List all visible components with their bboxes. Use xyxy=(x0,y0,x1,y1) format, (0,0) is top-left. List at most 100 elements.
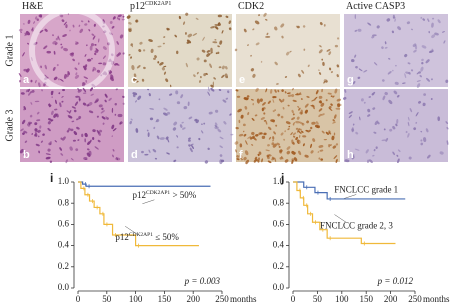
cell xyxy=(423,93,427,96)
text-part: p12 xyxy=(115,232,129,242)
cell xyxy=(166,111,171,115)
cell xyxy=(88,110,94,114)
cell xyxy=(127,27,132,31)
cell xyxy=(431,48,434,51)
cell xyxy=(60,137,63,140)
cell xyxy=(224,73,228,79)
cell xyxy=(88,29,91,32)
cell xyxy=(228,27,232,31)
cell xyxy=(119,122,122,125)
cell xyxy=(372,107,376,110)
cell xyxy=(243,97,249,101)
text-part: CDK2AP1 xyxy=(129,232,153,238)
panel-letter: g xyxy=(347,74,354,86)
cell xyxy=(240,150,243,154)
cell xyxy=(446,126,449,130)
cell xyxy=(321,58,324,61)
cell xyxy=(174,34,177,38)
cell xyxy=(431,22,434,28)
cell xyxy=(284,91,287,94)
cell xyxy=(297,106,300,108)
cell xyxy=(359,116,361,121)
cell xyxy=(207,147,210,150)
cell xyxy=(101,116,106,120)
cell xyxy=(272,136,275,140)
cell xyxy=(255,42,260,46)
cell xyxy=(292,113,295,116)
cell xyxy=(437,116,441,122)
cell xyxy=(282,107,285,110)
cell xyxy=(306,120,309,124)
cell xyxy=(161,67,165,71)
cell xyxy=(60,43,63,46)
cell xyxy=(260,117,265,120)
cell xyxy=(75,72,78,76)
cell xyxy=(128,28,132,33)
cell xyxy=(34,128,38,132)
cell xyxy=(215,52,218,55)
cell xyxy=(45,153,51,155)
cell xyxy=(203,73,206,77)
cell xyxy=(382,79,385,82)
cell xyxy=(116,41,119,45)
cell xyxy=(133,73,137,78)
cell xyxy=(126,15,131,19)
cell xyxy=(106,117,109,120)
cell xyxy=(321,130,325,134)
cell xyxy=(60,78,64,82)
cell xyxy=(94,52,97,56)
cell xyxy=(137,95,142,101)
cell xyxy=(297,73,301,78)
cell xyxy=(404,73,407,79)
cell xyxy=(153,126,156,130)
cell xyxy=(318,49,323,54)
cell xyxy=(53,76,58,81)
cell xyxy=(121,18,125,21)
cell xyxy=(397,158,400,163)
cell xyxy=(163,107,168,111)
cell xyxy=(176,50,179,55)
cell xyxy=(330,95,333,98)
cell xyxy=(376,25,380,29)
cell xyxy=(20,31,22,33)
cell xyxy=(372,34,377,37)
y-tick-label: 1.0 xyxy=(58,176,70,186)
cell xyxy=(332,95,335,98)
x-tick-label: 0 xyxy=(291,294,296,304)
cell xyxy=(332,121,336,124)
panel-letter: f xyxy=(239,149,243,161)
cell xyxy=(320,113,325,116)
label-leader xyxy=(334,214,347,223)
cell xyxy=(431,78,433,81)
cell xyxy=(304,154,309,158)
cell xyxy=(77,87,80,92)
cell xyxy=(337,103,341,108)
cell xyxy=(284,159,289,163)
cell xyxy=(219,154,223,157)
cell xyxy=(268,136,272,140)
cell xyxy=(304,103,309,108)
cell xyxy=(90,93,94,96)
x-tick-label: 0 xyxy=(76,294,81,304)
survival-curve xyxy=(293,181,406,200)
cell xyxy=(290,132,293,136)
cell xyxy=(310,143,313,149)
cell xyxy=(295,120,300,124)
cell xyxy=(236,155,240,158)
cell xyxy=(256,98,260,104)
cell xyxy=(225,97,229,100)
cell xyxy=(372,154,375,157)
cell xyxy=(91,33,95,36)
micrograph-bg xyxy=(344,14,448,87)
cell xyxy=(158,98,161,101)
cell xyxy=(70,52,74,55)
cell xyxy=(261,107,264,112)
cell xyxy=(22,132,25,135)
cell xyxy=(365,149,369,154)
y-tick-label: 0.6 xyxy=(58,218,70,228)
cell xyxy=(351,59,355,63)
cell xyxy=(143,66,146,70)
cell xyxy=(187,33,193,38)
cell xyxy=(381,46,384,49)
cell xyxy=(415,112,419,117)
